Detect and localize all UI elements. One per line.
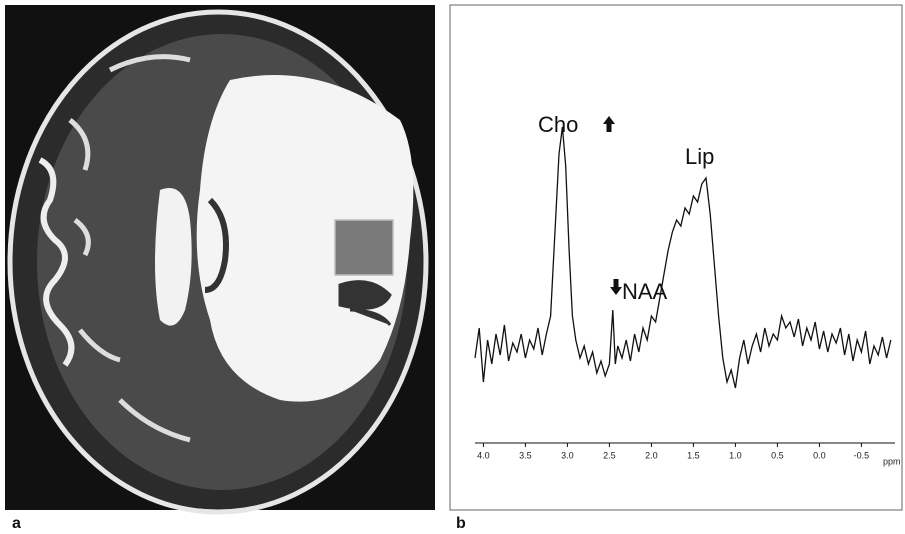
panel-label: b xyxy=(456,515,466,532)
x-tick-label: 2.5 xyxy=(603,450,616,460)
spectrum-frame xyxy=(449,4,903,511)
down-arrow xyxy=(610,279,622,295)
x-tick-label: -0.5 xyxy=(854,450,870,460)
panel-label: a xyxy=(12,515,21,532)
mri-image xyxy=(5,5,435,515)
x-tick-label: 0.5 xyxy=(771,450,784,460)
x-tick-label: 0.0 xyxy=(813,450,826,460)
x-tick-label: 2.0 xyxy=(645,450,658,460)
spectrum-line xyxy=(474,126,892,389)
x-tick-label: 1.0 xyxy=(729,450,742,460)
x-tick-label: 3.0 xyxy=(561,450,574,460)
up-arrow xyxy=(603,116,615,132)
x-unit-label: ppm xyxy=(883,456,901,466)
sulci xyxy=(38,157,75,367)
ventricle xyxy=(155,188,192,326)
x-tick-label: 4.0 xyxy=(477,450,490,460)
peak-label: Cho xyxy=(538,112,578,137)
peak-label: NAA xyxy=(622,279,668,304)
x-tick-label: 3.5 xyxy=(519,450,532,460)
peak-label: Lip xyxy=(685,144,714,169)
lesion xyxy=(338,280,392,326)
structure xyxy=(204,197,229,293)
voxel-box xyxy=(334,219,394,276)
sulci xyxy=(68,54,191,443)
x-tick-label: 1.5 xyxy=(687,450,700,460)
edema xyxy=(196,75,414,402)
